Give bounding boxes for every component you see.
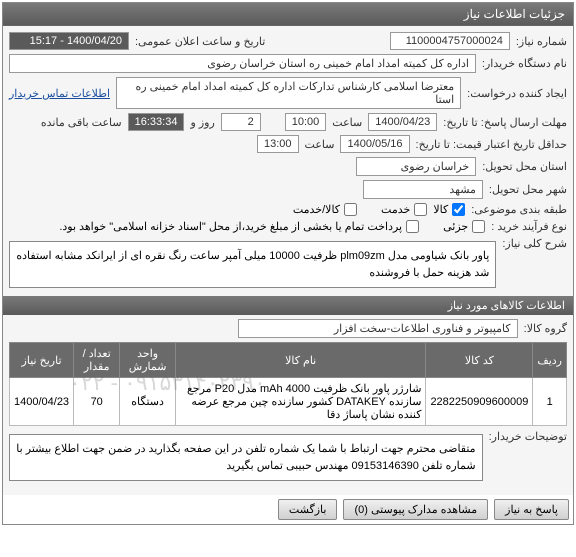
table-container: ردیف کد کالا نام کالا واحد شمارش تعداد /… — [9, 342, 567, 426]
group-value: کامپیوتر و فناوری اطلاعات-سخت افزار — [238, 319, 518, 338]
table-header-row: ردیف کد کالا نام کالا واحد شمارش تعداد /… — [10, 343, 567, 378]
cb-service-wrap[interactable]: خدمت — [381, 203, 427, 216]
back-button[interactable]: بازگشت — [278, 499, 338, 520]
note-text: متقاضی محترم جهت ارتباط با شما یک شماره … — [9, 434, 483, 481]
days-label: روز و — [190, 116, 214, 129]
remain-label: ساعت باقی مانده — [41, 116, 122, 129]
deadline-time-label: ساعت — [332, 116, 362, 129]
buyer-value: اداره کل کمیته امداد امام خمینی ره استان… — [9, 54, 476, 73]
city-value: مشهد — [363, 180, 483, 199]
process-label: نوع فرآیند خرید : — [491, 220, 567, 233]
reply-button[interactable]: پاسخ به نیاز — [494, 499, 569, 520]
creator-value: معترضا اسلامی کارشناس تدارکات اداره کل ک… — [116, 77, 461, 109]
desc-label: شرح کلی نیاز: — [502, 237, 567, 250]
announce-value: 1400/04/20 - 15:17 — [9, 32, 129, 50]
valid-date: 1400/05/16 — [340, 135, 409, 153]
valid-time: 13:00 — [257, 135, 299, 153]
classify-label: طبقه بندی موضوعی: — [471, 203, 567, 216]
group-label: گروه کالا: — [524, 322, 567, 335]
cb-all-label: کالا/خدمت — [293, 203, 340, 216]
panel-title: جزئیات اطلاعات نیاز — [3, 3, 573, 26]
col-qty: تعداد / مقدار — [74, 343, 120, 378]
buyer-label: نام دستگاه خریدار: — [482, 57, 567, 70]
cb-partial[interactable] — [472, 220, 485, 233]
desc-text: پاور بانک شیاومی مدل plm09zm ظرفیت 10000… — [9, 241, 496, 288]
cb-goods[interactable] — [452, 203, 465, 216]
announce-label: تاریخ و ساعت اعلان عمومی: — [135, 35, 265, 48]
cell-code: 2282250909600009 — [426, 378, 533, 426]
cb-treasury-wrap[interactable]: پرداخت تمام یا بخشی از مبلغ خرید،از محل … — [59, 220, 419, 233]
col-index: ردیف — [533, 343, 567, 378]
col-unit: واحد شمارش — [120, 343, 176, 378]
process-note: پرداخت تمام یا بخشی از مبلغ خرید،از محل … — [59, 220, 402, 233]
creator-label: ایجاد کننده درخواست: — [467, 87, 567, 100]
need-no-label: شماره نیاز: — [516, 35, 567, 48]
province-value: خراسان رضوی — [356, 157, 476, 176]
cb-service-label: خدمت — [381, 203, 410, 216]
valid-time-label: ساعت — [305, 138, 335, 151]
province-label: استان محل تحویل: — [482, 160, 567, 173]
attachments-button[interactable]: مشاهده مدارک پیوستی (0) — [343, 499, 488, 520]
cell-name: شارژر پاور بانک ظرفیت mAh 4000 مدل P20 م… — [175, 378, 426, 426]
need-details-panel: جزئیات اطلاعات نیاز شماره نیاز: 11000047… — [2, 2, 574, 525]
footer-buttons: پاسخ به نیاز مشاهده مدارک پیوستی (0) باز… — [3, 495, 573, 524]
deadline-label: مهلت ارسال پاسخ: تا تاریخ: — [443, 116, 567, 129]
cell-unit: دستگاه — [120, 378, 176, 426]
cell-index: 1 — [533, 378, 567, 426]
cb-treasury[interactable] — [406, 220, 419, 233]
countdown-value: 16:33:34 — [128, 113, 185, 131]
cb-partial-label: جزئی — [443, 220, 468, 233]
cb-goods-wrap[interactable]: کالا — [433, 203, 465, 216]
col-code: کد کالا — [426, 343, 533, 378]
valid-label: حداقل تاریخ اعتبار قیمت: تا تاریخ: — [416, 138, 567, 151]
panel-body: شماره نیاز: 1100004757000024 تاریخ و ساع… — [3, 26, 573, 495]
items-subheader: اطلاعات کالاهای مورد نیاز — [3, 296, 573, 315]
contact-link[interactable]: اطلاعات تماس خریدار — [9, 87, 110, 100]
note-label: توضیحات خریدار: — [489, 430, 567, 443]
cell-qty: 70 — [74, 378, 120, 426]
deadline-time: 10:00 — [285, 113, 327, 131]
col-date: تاریخ نیاز — [10, 343, 74, 378]
city-label: شهر محل تحویل: — [489, 183, 567, 196]
col-name: نام کالا — [175, 343, 426, 378]
cb-all[interactable] — [344, 203, 357, 216]
table-row[interactable]: 1 2282250909600009 شارژر پاور بانک ظرفیت… — [10, 378, 567, 426]
need-no-value: 1100004757000024 — [390, 32, 510, 50]
cb-goods-label: کالا — [433, 203, 448, 216]
days-value: 2 — [221, 113, 261, 131]
deadline-date: 1400/04/23 — [368, 113, 437, 131]
cb-partial-wrap[interactable]: جزئی — [443, 220, 485, 233]
cell-date: 1400/04/23 — [10, 378, 74, 426]
items-table: ردیف کد کالا نام کالا واحد شمارش تعداد /… — [9, 342, 567, 426]
cb-all-wrap[interactable]: کالا/خدمت — [293, 203, 357, 216]
cb-service[interactable] — [414, 203, 427, 216]
